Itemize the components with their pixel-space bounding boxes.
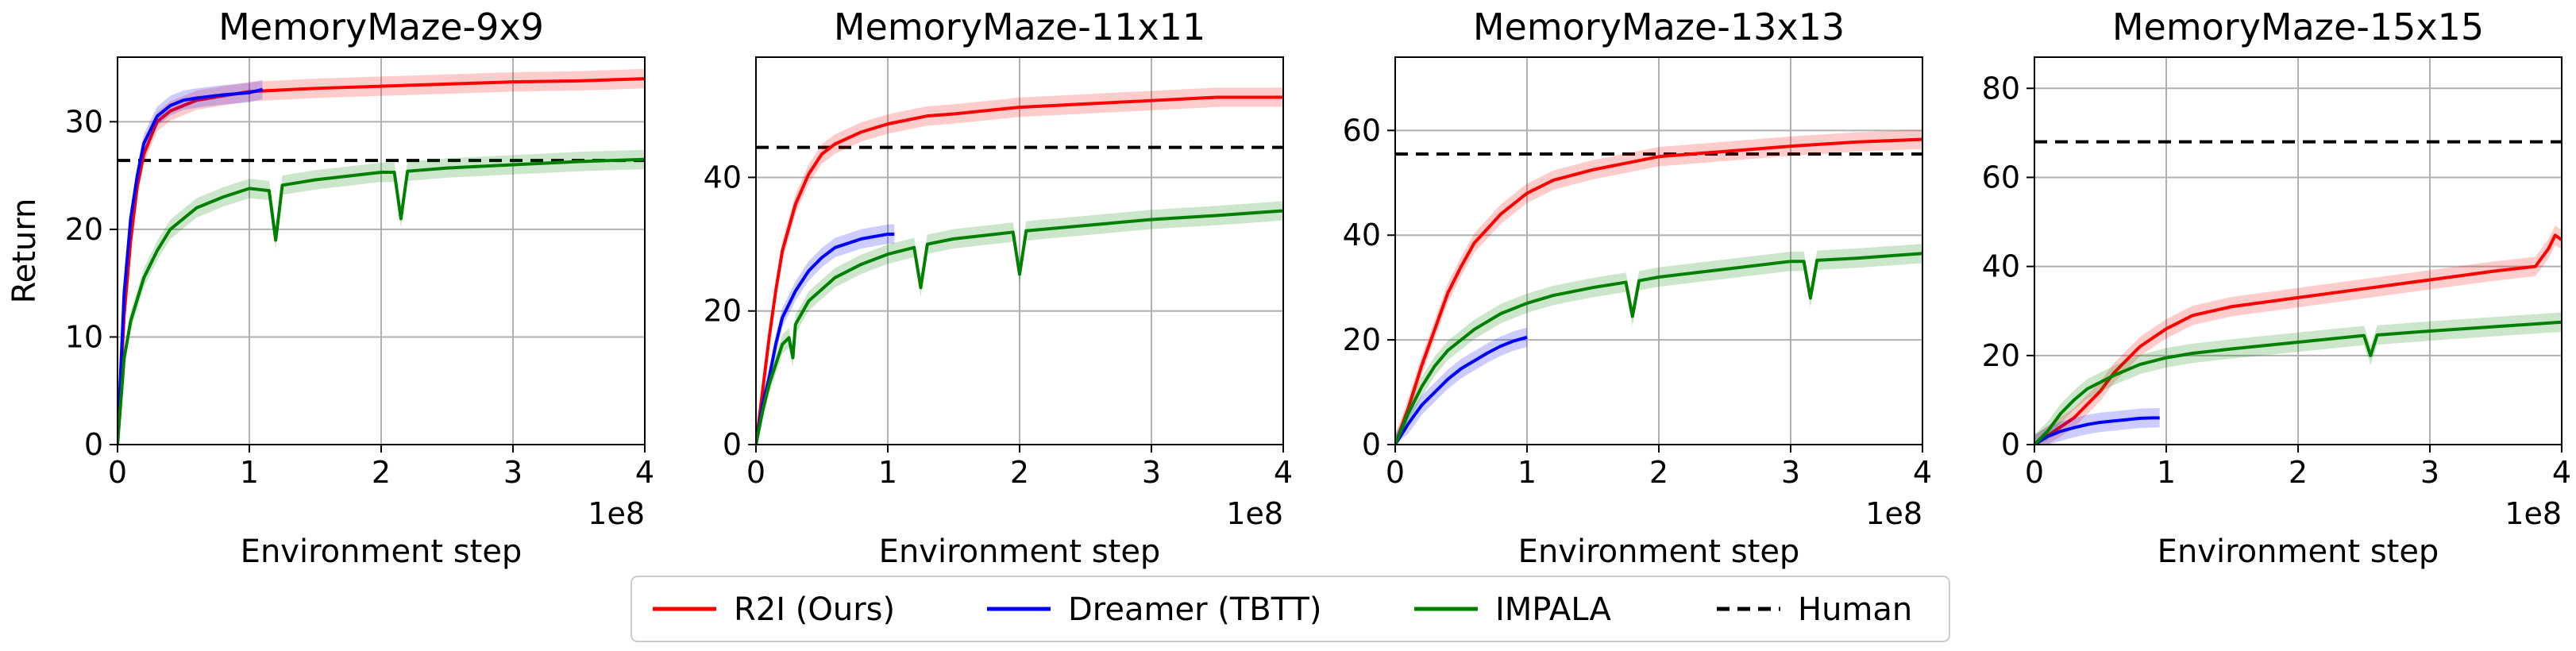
x-axis-label: Environment step xyxy=(879,534,1161,570)
y-tick-label: 40 xyxy=(1982,249,2020,284)
y-tick-label: 60 xyxy=(1343,113,1381,148)
panel-title: MemoryMaze-15x15 xyxy=(2112,6,2484,48)
x-tick-label: 2 xyxy=(372,455,391,490)
series-line xyxy=(2034,416,2160,445)
x-tick-label: 4 xyxy=(1274,455,1293,490)
y-tick-label: 0 xyxy=(1362,427,1381,462)
x-tick-label: 4 xyxy=(2552,455,2571,490)
chart-panel: 0 1 2 3 40204060801e8MemoryMaze-15x15Environ… xyxy=(1982,6,2571,570)
x-tick-label: 3 xyxy=(503,455,523,490)
y-tick-label: 40 xyxy=(1343,218,1381,252)
series-line xyxy=(118,87,264,445)
series-band xyxy=(118,79,263,445)
x-offset-label: 1e8 xyxy=(2505,496,2562,531)
panel-title: MemoryMaze-13x13 xyxy=(1473,6,1845,48)
y-tick-label: 80 xyxy=(1982,71,2020,106)
chart-panels: 0 1 2 3 401020301e8MemoryMaze-9x9Environment… xyxy=(6,6,2571,570)
x-axis-label: Environment step xyxy=(241,534,523,570)
x-offset-label: 1e8 xyxy=(588,496,645,531)
plot-area xyxy=(1395,129,1922,445)
series-line xyxy=(1395,335,1528,445)
x-tick-label: 1 xyxy=(1517,455,1537,490)
legend-label: IMPALA xyxy=(1495,591,1611,628)
chart-panel: 0 1 2 3 402040601e8MemoryMaze-13x13Environme… xyxy=(1343,6,1932,570)
x-tick-label: 2 xyxy=(2289,455,2308,490)
series-line xyxy=(2034,233,2562,445)
series-band xyxy=(756,201,1283,445)
x-tick-label: 0 xyxy=(2025,455,2044,490)
y-tick-label: 0 xyxy=(723,427,742,462)
legend-box xyxy=(631,576,1950,642)
series-line xyxy=(1395,252,1922,445)
series-line xyxy=(118,157,645,445)
series-line xyxy=(756,209,1283,445)
legend-label: R2I (Ours) xyxy=(734,591,895,628)
x-tick-label: 3 xyxy=(1142,455,1161,490)
series-line xyxy=(756,95,1283,445)
panel-title: MemoryMaze-11x11 xyxy=(834,6,1205,48)
y-axis-label: Return xyxy=(6,198,43,304)
y-tick-label: 0 xyxy=(84,427,103,462)
x-tick-label: 3 xyxy=(1781,455,1800,490)
x-axis-label: Environment step xyxy=(2158,534,2439,570)
y-tick-label: 20 xyxy=(1343,322,1381,357)
plot-area xyxy=(756,87,1283,445)
series-band xyxy=(1395,244,1922,445)
y-tick-label: 30 xyxy=(65,104,103,139)
series-line xyxy=(2034,320,2562,445)
x-offset-label: 1e8 xyxy=(1865,496,1922,531)
y-tick-label: 20 xyxy=(65,212,103,247)
x-offset-label: 1e8 xyxy=(1226,496,1283,531)
panel-title: MemoryMaze-9x9 xyxy=(218,6,544,48)
x-tick-label: 2 xyxy=(1010,455,1029,490)
x-tick-label: 3 xyxy=(2420,455,2439,490)
plot-area xyxy=(2034,140,2562,445)
series-line xyxy=(756,232,895,445)
series-line xyxy=(1395,137,1922,445)
y-tick-label: 60 xyxy=(1982,160,2020,195)
legend-label: Human xyxy=(1798,591,1912,628)
x-tick-label: 2 xyxy=(1649,455,1668,490)
plot-area xyxy=(118,68,645,445)
y-tick-label: 20 xyxy=(704,294,742,329)
chart-panel: 0 1 2 3 4 0 10 20 30 1e8 MemoryMaze-9x9 Environment… xyxy=(6,6,654,570)
x-tick-label: 4 xyxy=(635,455,654,490)
series-band xyxy=(2034,408,2160,445)
x-tick-label: 0 xyxy=(1386,455,1405,490)
y-tick-label: 10 xyxy=(65,319,103,354)
legend-label: Dreamer (TBTT) xyxy=(1068,591,1321,628)
series-band xyxy=(1395,327,1527,445)
chart-panel: 0 1 2 3 4020401e8MemoryMaze-11x11Environment… xyxy=(704,6,1293,570)
y-tick-label: 0 xyxy=(2001,427,2020,462)
y-tick-label: 40 xyxy=(704,160,742,195)
series-line xyxy=(118,77,645,445)
x-axis-label: Environment step xyxy=(1518,534,1800,570)
x-tick-label: 0 xyxy=(108,455,127,490)
x-tick-label: 1 xyxy=(2157,455,2176,490)
x-tick-label: 0 xyxy=(746,455,765,490)
y-tick-label: 20 xyxy=(1982,338,2020,373)
x-tick-label: 1 xyxy=(878,455,897,490)
legend: R2I (Ours) Dreamer (TBTT) IMPALA Human xyxy=(631,576,1950,642)
x-tick-label: 1 xyxy=(240,455,259,490)
x-tick-label: 4 xyxy=(1913,455,1932,490)
